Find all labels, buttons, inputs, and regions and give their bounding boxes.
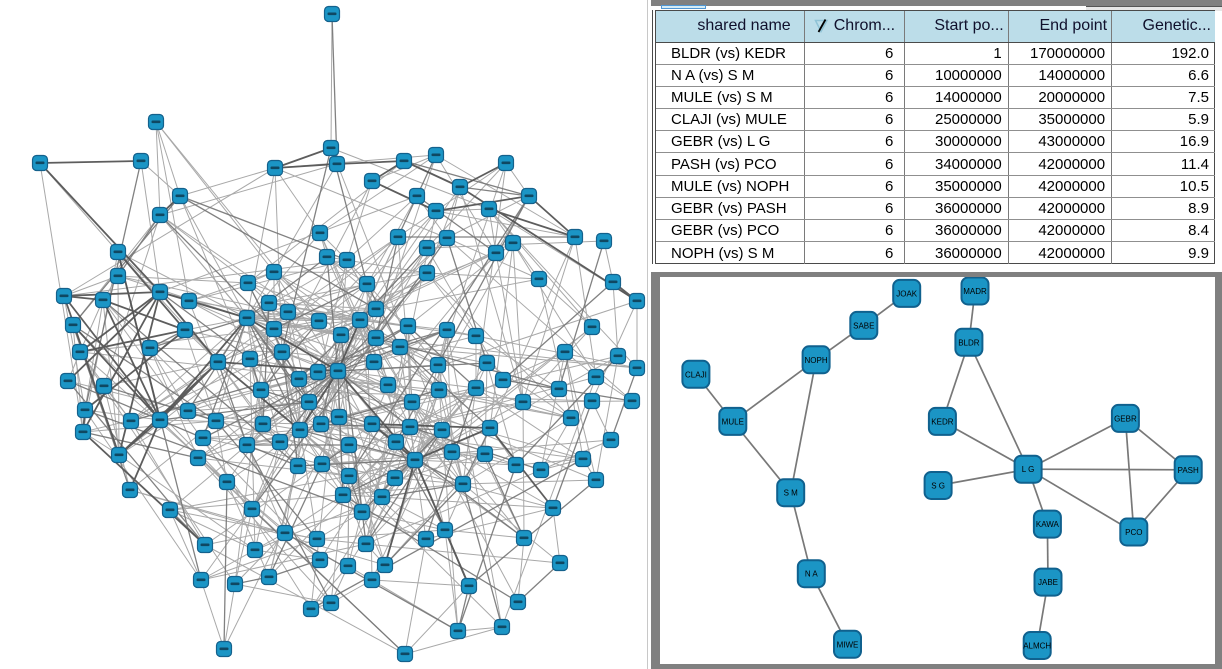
svg-text:PCO: PCO	[1125, 528, 1142, 537]
svg-text:S M: S M	[784, 489, 799, 498]
svg-text:KAWA: KAWA	[1036, 520, 1060, 529]
svg-text:GEBR: GEBR	[1114, 414, 1137, 423]
svg-text:JABE: JABE	[1038, 578, 1058, 587]
svg-text:MULE: MULE	[722, 417, 744, 426]
svg-text:MIWE: MIWE	[837, 640, 859, 649]
svg-text:JOAK: JOAK	[896, 289, 918, 298]
svg-text:SABE: SABE	[853, 321, 874, 330]
svg-text:CLAJI: CLAJI	[685, 370, 707, 379]
svg-text:S G: S G	[931, 482, 945, 491]
svg-text:ALMCH: ALMCH	[1023, 642, 1051, 651]
svg-text:N A: N A	[805, 570, 819, 579]
svg-text:MADR: MADR	[963, 287, 987, 296]
svg-text:KEDR: KEDR	[931, 417, 953, 426]
svg-text:NOPH: NOPH	[805, 356, 828, 365]
svg-text:BLDR: BLDR	[958, 338, 980, 347]
svg-text:L G: L G	[1022, 465, 1035, 474]
svg-text:PASH: PASH	[1178, 466, 1199, 475]
